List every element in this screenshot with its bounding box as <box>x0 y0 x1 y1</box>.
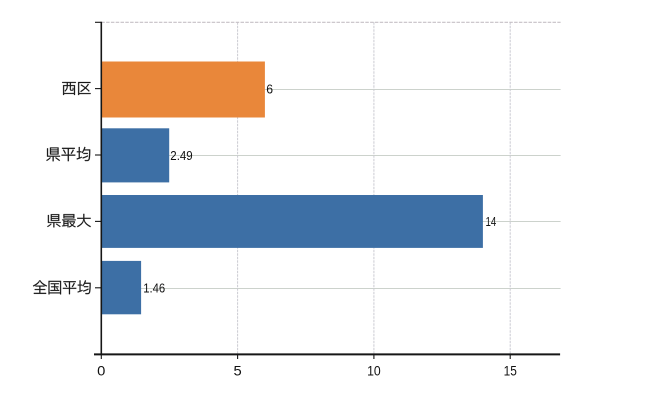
svg-text:10: 10 <box>367 363 381 379</box>
svg-text:14: 14 <box>486 214 497 229</box>
svg-text:15: 15 <box>504 363 517 379</box>
svg-text:5: 5 <box>234 363 242 379</box>
svg-text:6: 6 <box>266 81 273 96</box>
svg-text:2.49: 2.49 <box>170 148 192 163</box>
svg-text:1.46: 1.46 <box>143 281 165 296</box>
svg-text:0: 0 <box>97 363 105 379</box>
